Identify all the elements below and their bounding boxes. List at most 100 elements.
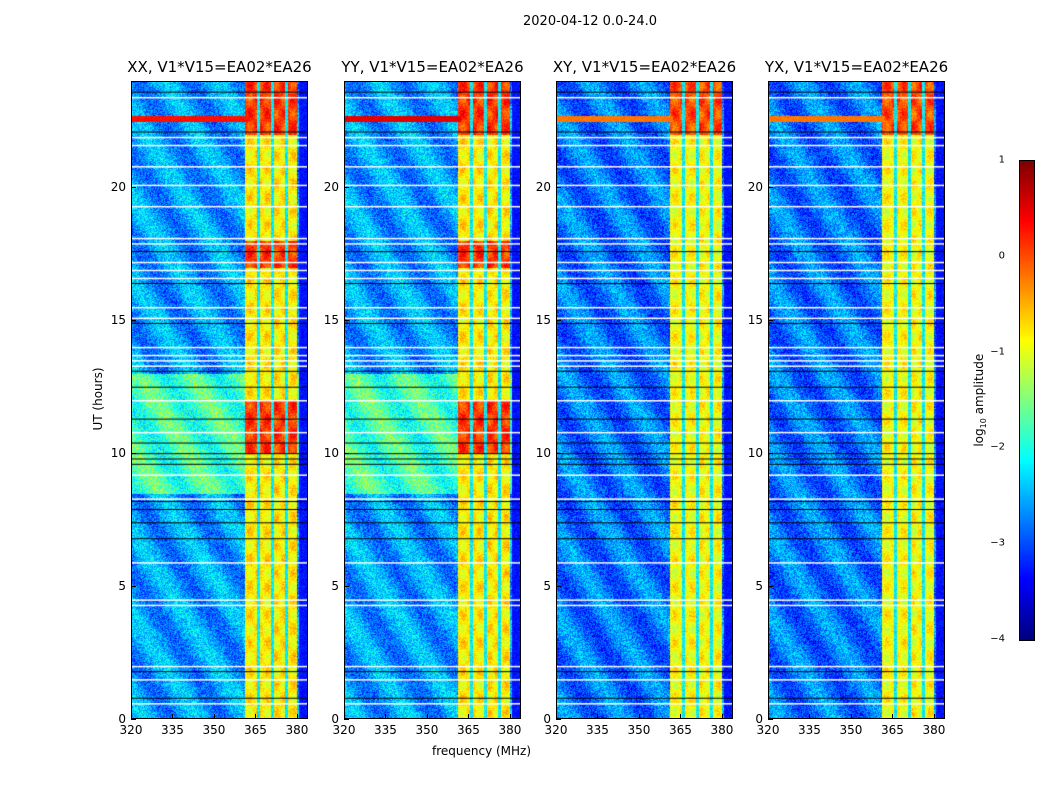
axes-frame xyxy=(344,81,521,719)
panel-title: XX, V1*V15=EA02*EA26 xyxy=(127,58,312,76)
heatmap-image xyxy=(556,81,733,719)
x-tick-mark xyxy=(468,714,470,719)
y-axis-label: UT (hours) xyxy=(91,367,105,431)
y-tick-mark xyxy=(768,586,773,588)
x-tick-mark xyxy=(131,714,132,719)
y-tick-mark xyxy=(131,586,136,588)
spectrogram-panel-yy: YY, V1*V15=EA02*EA26 320 335 350 365 380 0 5 10 1… xyxy=(324,58,524,737)
colorbar-label: log10 amplitude xyxy=(971,353,989,447)
heatmap-image xyxy=(131,81,308,719)
x-tick-label: 380 xyxy=(922,723,946,737)
x-tick-mark xyxy=(680,714,682,719)
figure-title: 2020-04-12 0.0-24.0 xyxy=(523,14,657,29)
x-tick-label: 320 xyxy=(756,723,780,737)
y-tick-label: 5 xyxy=(118,579,126,594)
x-tick-label: 320 xyxy=(119,723,143,737)
y-tick-label: 15 xyxy=(110,313,126,328)
y-tick-label: 10 xyxy=(747,446,763,461)
x-tick-label: 335 xyxy=(161,723,184,737)
y-tick-mark xyxy=(556,719,561,720)
x-tick-mark xyxy=(172,714,174,719)
colorbar-gradient xyxy=(1020,161,1034,640)
y-tick-label: 15 xyxy=(323,313,339,328)
x-tick-mark xyxy=(213,714,215,719)
panel-title: XY, V1*V15=EA02*EA26 xyxy=(552,58,737,76)
x-axis-label: frequency (MHz) xyxy=(432,744,532,758)
x-tick-label: 350 xyxy=(839,723,863,737)
y-tick-mark xyxy=(768,187,773,189)
x-tick-mark xyxy=(850,714,852,719)
colorbar-tick-label: −2 xyxy=(990,441,1005,453)
y-tick-mark xyxy=(556,586,561,588)
y-tick-label: 0 xyxy=(755,712,763,726)
axes-frame xyxy=(768,81,945,719)
y-tick-mark xyxy=(344,586,349,588)
x-tick-label: 365 xyxy=(881,723,904,737)
panel-title: YY, V1*V15=EA02*EA26 xyxy=(341,58,524,76)
y-tick-label: 20 xyxy=(747,180,763,195)
y-tick-mark xyxy=(344,453,349,455)
y-tick-mark xyxy=(344,320,349,322)
colorbar-tick-label: −1 xyxy=(990,346,1005,358)
x-tick-label: 320 xyxy=(544,723,568,737)
y-tick-label: 15 xyxy=(535,313,551,328)
x-tick-label: 380 xyxy=(285,723,309,737)
axes-frame xyxy=(556,81,733,719)
x-tick-mark xyxy=(255,714,257,719)
y-tick-label: 5 xyxy=(543,579,551,594)
x-tick-mark xyxy=(296,714,298,719)
y-tick-label: 0 xyxy=(543,712,551,726)
spectrogram-panel-xy: XY, V1*V15=EA02*EA26 320 335 350 365 380 0 5 10 1… xyxy=(536,58,736,737)
x-tick-label: 365 xyxy=(244,723,267,737)
y-tick-label: 0 xyxy=(331,712,339,726)
x-tick-mark xyxy=(892,714,894,719)
x-tick-label: 335 xyxy=(798,723,821,737)
y-tick-mark xyxy=(768,453,773,455)
x-tick-mark xyxy=(809,714,811,719)
panel-title: YX, V1*V15=EA02*EA26 xyxy=(764,58,949,76)
y-tick-mark xyxy=(344,187,349,189)
x-tick-label: 380 xyxy=(498,723,522,737)
x-tick-mark xyxy=(509,714,511,719)
x-tick-label: 380 xyxy=(710,723,734,737)
x-tick-mark xyxy=(426,714,428,719)
x-tick-label: 350 xyxy=(202,723,226,737)
y-tick-mark xyxy=(131,187,136,189)
y-tick-label: 10 xyxy=(535,446,551,461)
x-tick-mark xyxy=(638,714,640,719)
heatmap-image xyxy=(768,81,945,719)
x-tick-mark xyxy=(933,714,935,719)
x-tick-mark xyxy=(556,714,557,719)
x-tick-label: 365 xyxy=(457,723,480,737)
y-tick-label: 10 xyxy=(323,446,339,461)
colorbar xyxy=(1019,160,1035,641)
y-tick-mark xyxy=(344,719,349,720)
y-tick-label: 20 xyxy=(110,180,126,195)
x-tick-label: 350 xyxy=(627,723,651,737)
y-tick-label: 0 xyxy=(118,712,126,726)
y-tick-mark xyxy=(131,453,136,455)
colorbar-tick-label: −4 xyxy=(990,633,1005,645)
x-tick-mark xyxy=(344,714,345,719)
y-tick-mark xyxy=(131,719,136,720)
y-tick-mark xyxy=(768,719,773,720)
x-tick-label: 335 xyxy=(586,723,609,737)
x-tick-label: 320 xyxy=(332,723,356,737)
y-tick-label: 20 xyxy=(323,180,339,195)
y-tick-label: 10 xyxy=(110,446,126,461)
x-tick-mark xyxy=(597,714,599,719)
spectrogram-panel-yx: YX, V1*V15=EA02*EA26 320 335 350 365 380 0 5 10 1… xyxy=(748,58,948,737)
y-tick-label: 5 xyxy=(331,579,339,594)
x-tick-label: 335 xyxy=(374,723,397,737)
axes-frame xyxy=(131,81,308,719)
x-tick-mark xyxy=(385,714,387,719)
colorbar-tick-label: −3 xyxy=(990,537,1005,549)
x-tick-mark xyxy=(768,714,769,719)
y-tick-label: 5 xyxy=(755,579,763,594)
heatmap-image xyxy=(344,81,521,719)
colorbar-tick-label: 0 xyxy=(998,250,1005,262)
x-tick-label: 365 xyxy=(669,723,692,737)
y-tick-label: 15 xyxy=(747,313,763,328)
y-tick-mark xyxy=(556,187,561,189)
